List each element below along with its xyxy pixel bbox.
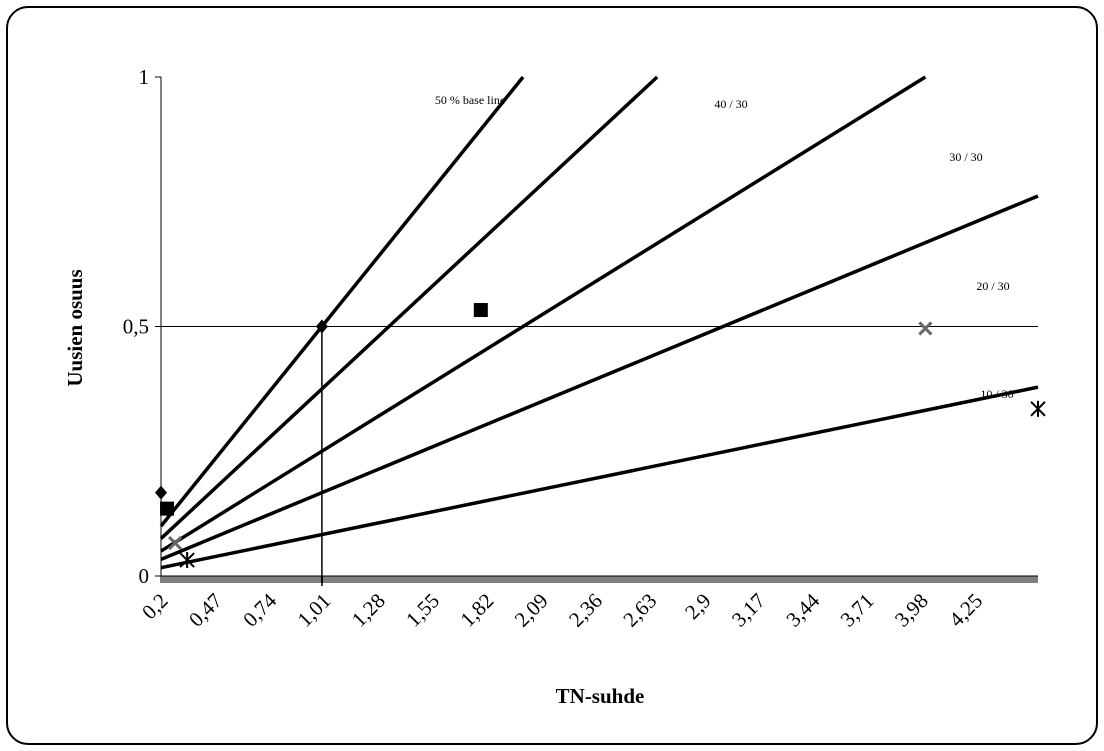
x-tick-label: 2,9 [680,589,716,625]
series-label: 20 / 30 [976,279,1009,293]
asterisk-marker [1030,400,1046,417]
series-lines [159,75,1039,570]
x-tick-label: 1,82 [455,589,498,632]
y-tick-labels: 00,51 [123,65,149,588]
diamond-marker [315,319,328,334]
x-tick-label: 3,98 [890,589,933,632]
square-marker [473,303,488,318]
chart-frame [6,6,1098,745]
axes [155,76,1038,583]
x-marker [168,536,183,551]
diamond-marker [155,485,167,500]
x-tick-label: 3,71 [836,589,879,632]
y-tick-label: 0,5 [123,315,149,339]
x-tick-label: 2,63 [618,589,661,632]
x-tick-label: 1,01 [293,589,336,632]
x-tick-label: 3,44 [781,588,824,631]
x-axis-tick-band [160,576,1038,583]
reference-lines [161,326,1038,586]
x-tick-label: 4,25 [944,589,987,632]
x-tick-label: 1,55 [401,589,444,632]
x-tick-label: 3,17 [727,589,770,632]
series-label: 40 / 30 [714,97,747,111]
series-label: 10 / 30 [980,387,1013,401]
square-marker [160,501,175,516]
x-marker-stroke [918,321,933,336]
x-tick-label: 1,28 [347,589,390,632]
x-tick-label: 0,47 [184,589,227,632]
y-tick-label: 0 [139,564,150,588]
series-line [159,75,659,540]
series-line [160,385,1039,570]
series-label: 30 / 30 [949,150,982,164]
x-tick-label: 0,74 [238,588,281,631]
series-labels: 50 % base line 40 / 30 30 / 30 20 / 30 10 / … [435,93,1014,401]
series-markers [155,303,1046,569]
x-tick-label: 0,2 [137,589,173,625]
y-tick-label: 1 [139,65,150,89]
y-axis-title: Uusien osuus [63,269,87,386]
series-line [160,194,1039,561]
x-tick-labels: 0,2 0,47 0,74 1,01 1,28 1,55 1,82 2,09 2,36 2,63 2… [137,588,987,631]
x-axis-title: TN-suhde [556,684,645,708]
series-line [159,75,525,528]
x-marker [918,321,933,336]
series-line [160,75,927,553]
x-marker-stroke [168,536,183,551]
asterisk-marker [179,552,195,569]
x-tick-label: 2,09 [510,589,553,632]
x-tick-label: 2,36 [564,589,607,632]
series-label: 50 % base line [435,93,505,107]
